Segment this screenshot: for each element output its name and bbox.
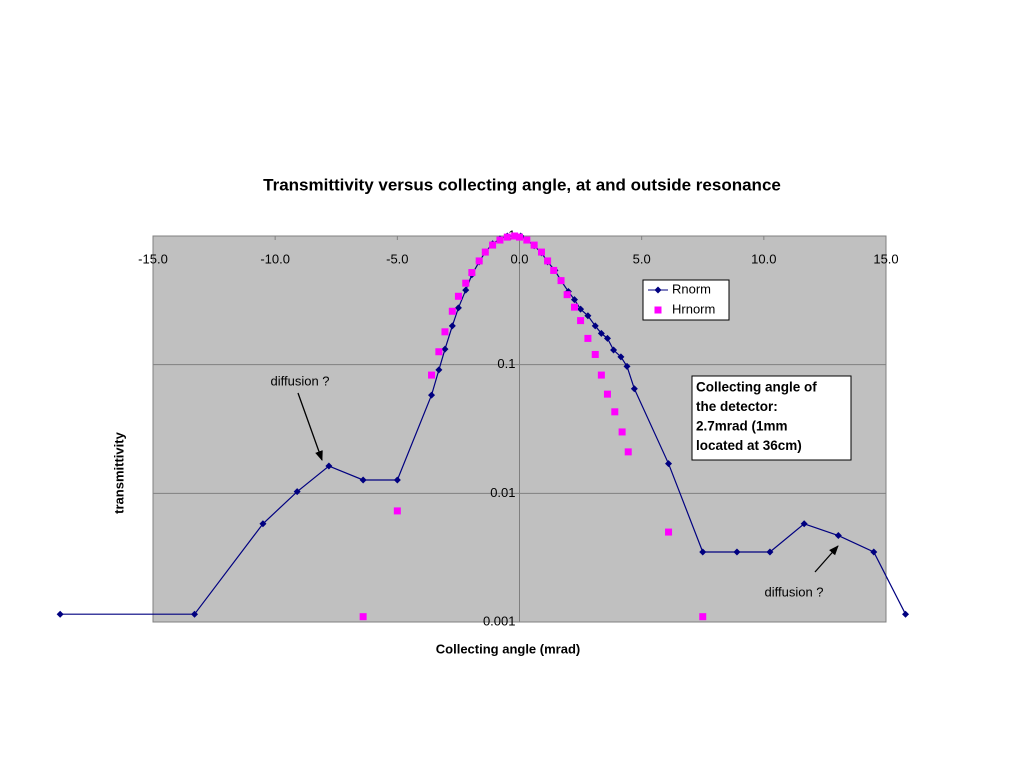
marker xyxy=(503,233,511,241)
x-tick-label: 15.0 xyxy=(873,251,898,266)
marker xyxy=(393,507,401,515)
x-tick-label: -15.0 xyxy=(138,251,168,266)
chart-title: Transmittivity versus collecting angle, … xyxy=(263,175,781,194)
x-tick-label: -5.0 xyxy=(386,251,408,266)
marker xyxy=(359,476,367,484)
note-line: located at 36cm) xyxy=(696,438,802,453)
marker xyxy=(766,548,774,556)
marker xyxy=(699,613,707,621)
marker xyxy=(462,279,470,287)
arrow xyxy=(297,392,323,461)
marker xyxy=(597,329,605,337)
marks xyxy=(56,232,910,621)
x-axis-title: Collecting angle (mrad) xyxy=(436,641,580,656)
marker xyxy=(259,520,267,528)
marker xyxy=(654,286,662,294)
marker xyxy=(468,269,476,277)
annotation: diffusion ? xyxy=(270,373,329,388)
annotation: diffusion ? xyxy=(764,584,823,599)
marker xyxy=(570,303,578,311)
marker xyxy=(570,296,578,304)
marker xyxy=(577,305,585,313)
marker xyxy=(834,532,842,540)
marker xyxy=(584,334,592,342)
marker xyxy=(733,548,741,556)
legend-label: Rnorm xyxy=(672,281,711,296)
marker xyxy=(591,322,599,330)
marker xyxy=(584,312,592,320)
marker xyxy=(537,248,545,256)
marker xyxy=(325,462,333,470)
x-tick-label: -10.0 xyxy=(260,251,290,266)
y-tick-label: 0.001 xyxy=(483,613,516,628)
marker xyxy=(530,241,538,249)
marker xyxy=(550,266,558,274)
note: Collecting angle of the detector: 2.7mrad … xyxy=(696,380,817,454)
marker xyxy=(577,317,585,325)
marker xyxy=(441,345,449,353)
marker xyxy=(428,391,436,399)
marker xyxy=(611,408,619,416)
marker xyxy=(435,348,443,356)
marker xyxy=(654,306,662,314)
y-tick-label: 0.1 xyxy=(497,356,515,371)
marker xyxy=(902,610,910,618)
x-tick-label: 5.0 xyxy=(633,251,651,266)
y-axis-title: transmittivity xyxy=(111,431,126,513)
marker xyxy=(603,334,611,342)
marker xyxy=(489,241,497,249)
series-line xyxy=(60,235,907,615)
marker xyxy=(630,385,638,393)
marker xyxy=(597,371,605,379)
marker xyxy=(623,362,631,370)
marker xyxy=(870,548,878,556)
marker xyxy=(56,610,64,618)
marker xyxy=(462,286,470,294)
note-line: 2.7mrad (1mm xyxy=(696,419,788,434)
marker xyxy=(603,390,611,398)
marker xyxy=(435,366,443,374)
marker xyxy=(610,346,618,354)
y-tick-label: 0.01 xyxy=(490,485,515,500)
note-line: Collecting angle of xyxy=(696,380,817,395)
note-box xyxy=(691,375,852,461)
marker xyxy=(475,257,483,265)
marker xyxy=(591,350,599,358)
marker xyxy=(800,520,808,528)
marker xyxy=(191,610,199,618)
marker xyxy=(544,257,552,265)
marker xyxy=(496,236,504,244)
marker xyxy=(624,448,632,456)
marker xyxy=(557,277,565,285)
marker xyxy=(441,328,449,336)
marker xyxy=(359,613,367,621)
marker xyxy=(448,322,456,330)
x-tick-label: 10.0 xyxy=(751,251,776,266)
legend-items: Rnorm Hrnorm xyxy=(648,281,715,316)
marker xyxy=(618,428,626,436)
marker xyxy=(523,236,531,244)
marker xyxy=(665,528,673,536)
arrow xyxy=(814,545,839,573)
marker xyxy=(293,488,301,496)
marker xyxy=(393,476,401,484)
marker xyxy=(699,548,707,556)
marker xyxy=(563,291,571,299)
legend-label: Hrnorm xyxy=(672,301,715,316)
marker xyxy=(481,248,489,256)
marker xyxy=(454,304,462,312)
note-line: the detector: xyxy=(696,399,778,414)
marker xyxy=(428,371,436,379)
marker xyxy=(454,292,462,300)
x-tick-label: 0.0 xyxy=(510,251,528,266)
marker xyxy=(617,353,625,361)
marker xyxy=(511,232,519,240)
marker xyxy=(665,460,673,468)
marker xyxy=(448,307,456,315)
marker xyxy=(516,233,523,241)
